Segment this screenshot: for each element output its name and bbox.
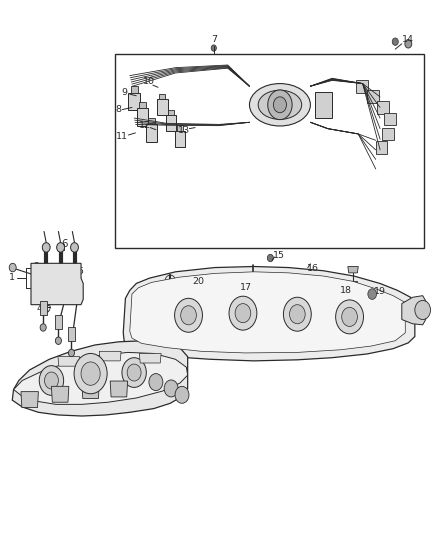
Polygon shape <box>377 101 389 114</box>
Text: 14: 14 <box>403 35 414 44</box>
Circle shape <box>267 254 273 262</box>
Text: 19: 19 <box>374 287 386 296</box>
Circle shape <box>149 374 163 391</box>
Circle shape <box>45 372 58 389</box>
Polygon shape <box>58 357 80 366</box>
Text: 10: 10 <box>142 77 155 86</box>
Polygon shape <box>12 341 187 416</box>
Polygon shape <box>148 118 155 124</box>
Polygon shape <box>128 93 140 110</box>
Circle shape <box>81 362 100 385</box>
Polygon shape <box>110 381 127 397</box>
Text: 11: 11 <box>117 132 128 141</box>
Polygon shape <box>382 127 394 140</box>
Text: 7: 7 <box>211 35 217 44</box>
Polygon shape <box>385 113 396 125</box>
Circle shape <box>42 243 50 252</box>
Text: 16: 16 <box>307 264 318 273</box>
Circle shape <box>405 39 412 48</box>
Polygon shape <box>40 302 47 316</box>
Text: 3: 3 <box>33 282 39 291</box>
Circle shape <box>181 306 196 325</box>
Polygon shape <box>131 86 138 93</box>
Circle shape <box>55 337 61 344</box>
Polygon shape <box>367 91 379 103</box>
Circle shape <box>342 308 357 326</box>
Text: 20: 20 <box>192 277 204 286</box>
Circle shape <box>74 353 107 394</box>
Polygon shape <box>177 125 183 131</box>
Polygon shape <box>157 100 168 115</box>
Polygon shape <box>51 386 69 402</box>
Polygon shape <box>14 352 187 405</box>
Polygon shape <box>168 110 174 115</box>
Circle shape <box>81 359 105 389</box>
Polygon shape <box>139 353 161 363</box>
Circle shape <box>175 386 189 403</box>
Polygon shape <box>130 272 405 353</box>
Circle shape <box>290 305 305 324</box>
Polygon shape <box>31 263 83 305</box>
Circle shape <box>368 289 377 300</box>
Polygon shape <box>137 109 148 126</box>
Circle shape <box>273 97 286 113</box>
Ellipse shape <box>250 84 311 126</box>
Text: 9: 9 <box>122 88 127 97</box>
Polygon shape <box>159 94 166 100</box>
Circle shape <box>39 366 64 395</box>
Circle shape <box>40 324 46 331</box>
Polygon shape <box>356 80 368 93</box>
Polygon shape <box>82 383 99 399</box>
Polygon shape <box>146 124 157 142</box>
Circle shape <box>71 243 78 252</box>
Circle shape <box>86 365 100 382</box>
Polygon shape <box>315 92 332 118</box>
Text: 2: 2 <box>33 262 39 271</box>
Circle shape <box>175 298 202 332</box>
Polygon shape <box>55 315 62 328</box>
Circle shape <box>336 300 364 334</box>
Text: 5: 5 <box>78 268 84 276</box>
Circle shape <box>68 349 74 357</box>
Text: 6: 6 <box>61 239 68 249</box>
Circle shape <box>283 297 311 331</box>
Circle shape <box>211 45 216 51</box>
Polygon shape <box>376 141 388 154</box>
Polygon shape <box>175 131 185 147</box>
Text: 15: 15 <box>273 252 285 261</box>
Polygon shape <box>350 281 357 296</box>
Circle shape <box>127 364 141 381</box>
Circle shape <box>229 296 257 330</box>
Polygon shape <box>348 266 358 273</box>
Polygon shape <box>21 392 39 408</box>
Polygon shape <box>68 327 75 341</box>
Polygon shape <box>99 351 121 361</box>
Text: 1: 1 <box>9 273 15 282</box>
Polygon shape <box>123 266 415 361</box>
Text: 12: 12 <box>139 122 151 131</box>
Text: 13: 13 <box>178 126 190 135</box>
Text: 17: 17 <box>240 283 252 292</box>
Text: 4: 4 <box>37 304 42 313</box>
Text: 18: 18 <box>340 286 352 295</box>
Text: 8: 8 <box>115 104 121 114</box>
Circle shape <box>235 304 251 322</box>
Circle shape <box>392 38 398 45</box>
Ellipse shape <box>258 90 302 119</box>
Circle shape <box>415 301 431 319</box>
Circle shape <box>164 380 178 397</box>
Polygon shape <box>166 115 177 131</box>
Polygon shape <box>139 102 146 109</box>
Circle shape <box>9 263 16 272</box>
Circle shape <box>268 90 292 119</box>
Circle shape <box>57 243 64 252</box>
Circle shape <box>122 358 146 387</box>
Polygon shape <box>402 296 426 325</box>
